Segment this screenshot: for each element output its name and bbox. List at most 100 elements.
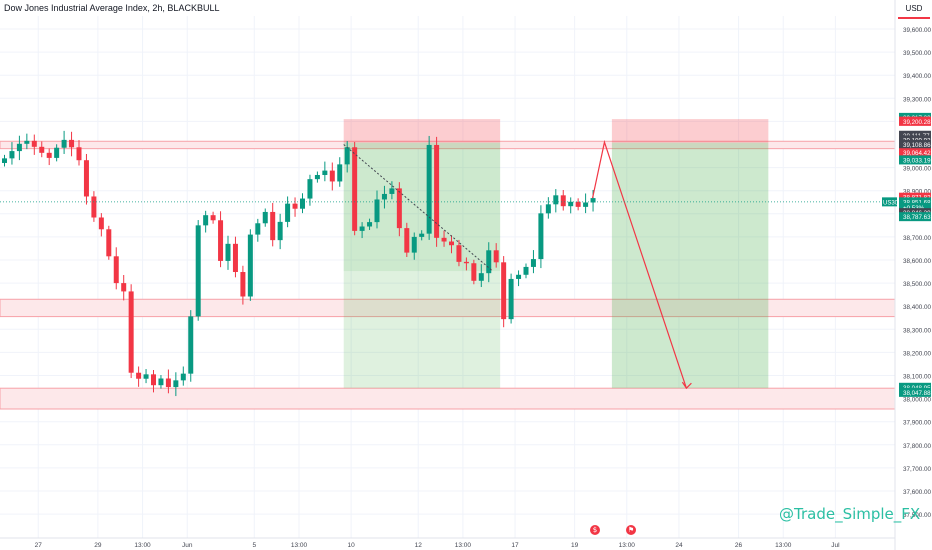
candle-body — [553, 195, 559, 205]
candle-body — [151, 374, 156, 386]
x-tick-label: 29 — [94, 542, 102, 549]
candle-body — [203, 215, 209, 226]
candle-body — [329, 170, 335, 182]
candle-body — [463, 261, 469, 264]
take-profit-zone — [343, 142, 501, 272]
candle-body — [128, 291, 134, 373]
y-tick-label: 38,700.00 — [903, 235, 932, 242]
candle-body — [76, 147, 82, 161]
extended-target-zone — [343, 271, 501, 389]
candle-body — [545, 204, 551, 214]
price-label-text: 38,787.63 — [903, 214, 931, 221]
y-tick-label: 38,100.00 — [903, 374, 932, 381]
price-label-text: 39,108.86 — [903, 142, 931, 149]
candle-body — [374, 199, 380, 223]
candle-body — [69, 139, 75, 148]
candle-body — [225, 243, 231, 261]
candle-body — [426, 144, 432, 234]
x-tick-label: 13:00 — [291, 542, 308, 549]
candle-body — [39, 146, 45, 153]
trend-connector — [343, 144, 494, 272]
x-tick-label: Jun — [182, 542, 193, 549]
candle-body — [292, 203, 298, 209]
candle-body — [568, 201, 574, 207]
candle-body — [486, 250, 492, 274]
y-tick-label: 38,000.00 — [903, 397, 932, 404]
x-tick-label: Jul — [831, 542, 840, 549]
price-label-badge — [899, 202, 931, 212]
x-tick-label: 27 — [35, 542, 43, 549]
candle-body — [165, 378, 171, 388]
candle-body — [337, 164, 343, 182]
y-tick-label: 38,400.00 — [903, 304, 932, 311]
x-tick-label: 13:00 — [619, 542, 636, 549]
price-label-badge — [899, 382, 931, 392]
candle-body — [46, 152, 52, 158]
candle-body — [16, 143, 22, 152]
x-tick-label: 12 — [415, 542, 423, 549]
price-label-badge — [899, 130, 931, 140]
candle-body — [478, 273, 484, 281]
symbol-badge-text: US30 — [883, 200, 899, 206]
x-tick-label: 13:00 — [455, 542, 472, 549]
candle-body — [195, 225, 201, 317]
y-tick-label: 38,500.00 — [903, 281, 932, 288]
price-label-badge — [899, 387, 931, 397]
price-label-badge — [899, 192, 931, 202]
price-label-text: 39,200.28 — [903, 119, 931, 126]
projection-arrowhead — [681, 381, 692, 390]
candle-body — [419, 233, 425, 237]
candle-body — [396, 188, 402, 229]
x-tick-label: 5 — [252, 542, 256, 549]
x-tick-label: 19 — [571, 542, 579, 549]
candle-body — [449, 241, 454, 246]
economic-event-icon[interactable]: $ — [590, 525, 600, 535]
take-profit-zone — [611, 142, 769, 389]
candle-body — [262, 211, 268, 224]
x-tick-label: 13:00 — [134, 542, 151, 549]
flag-event-icon[interactable]: ⚑ — [626, 525, 636, 535]
candle-body — [456, 245, 462, 262]
candle-body — [188, 316, 194, 374]
candle-body — [255, 223, 261, 235]
candle-body — [9, 151, 15, 159]
candle-body — [583, 202, 589, 207]
price-label-badge — [899, 140, 931, 149]
candle-body — [530, 259, 536, 267]
candle-body — [575, 201, 581, 207]
symbol-badge — [882, 197, 897, 207]
y-tick-label: 37,800.00 — [903, 443, 932, 450]
candle-body — [560, 195, 566, 207]
candle-body — [300, 198, 305, 209]
y-tick-label: 38,900.00 — [903, 189, 932, 196]
candle-body — [270, 211, 276, 241]
y-tick-label: 39,400.00 — [903, 73, 932, 80]
candle-body — [314, 174, 320, 180]
y-tick-label: 38,300.00 — [903, 327, 932, 334]
projection-path — [591, 139, 687, 389]
candle-body — [98, 217, 104, 230]
currency-selector[interactable]: USD — [898, 3, 930, 19]
candle-body — [136, 372, 142, 379]
candle-body — [508, 278, 514, 320]
price-label-badge — [899, 116, 931, 126]
candle-body — [471, 263, 477, 281]
price-label-text: 39,033.19 — [903, 157, 931, 164]
y-tick-label: 39,300.00 — [903, 96, 932, 103]
x-tick-label: 26 — [735, 542, 743, 549]
candle-body — [322, 170, 328, 175]
candle-body — [516, 274, 522, 279]
y-tick-label: 37,600.00 — [903, 489, 932, 496]
candle-body — [493, 250, 499, 263]
candle-body — [83, 160, 89, 197]
y-tick-label: 37,900.00 — [903, 420, 932, 427]
candle-body — [434, 144, 440, 238]
price-label-badge — [899, 212, 931, 222]
candle-body — [180, 373, 186, 381]
x-tick-label: 13:00 — [775, 542, 792, 549]
candle-body — [285, 203, 291, 222]
price-label-badge — [899, 135, 931, 145]
x-tick-label: 24 — [675, 542, 683, 549]
